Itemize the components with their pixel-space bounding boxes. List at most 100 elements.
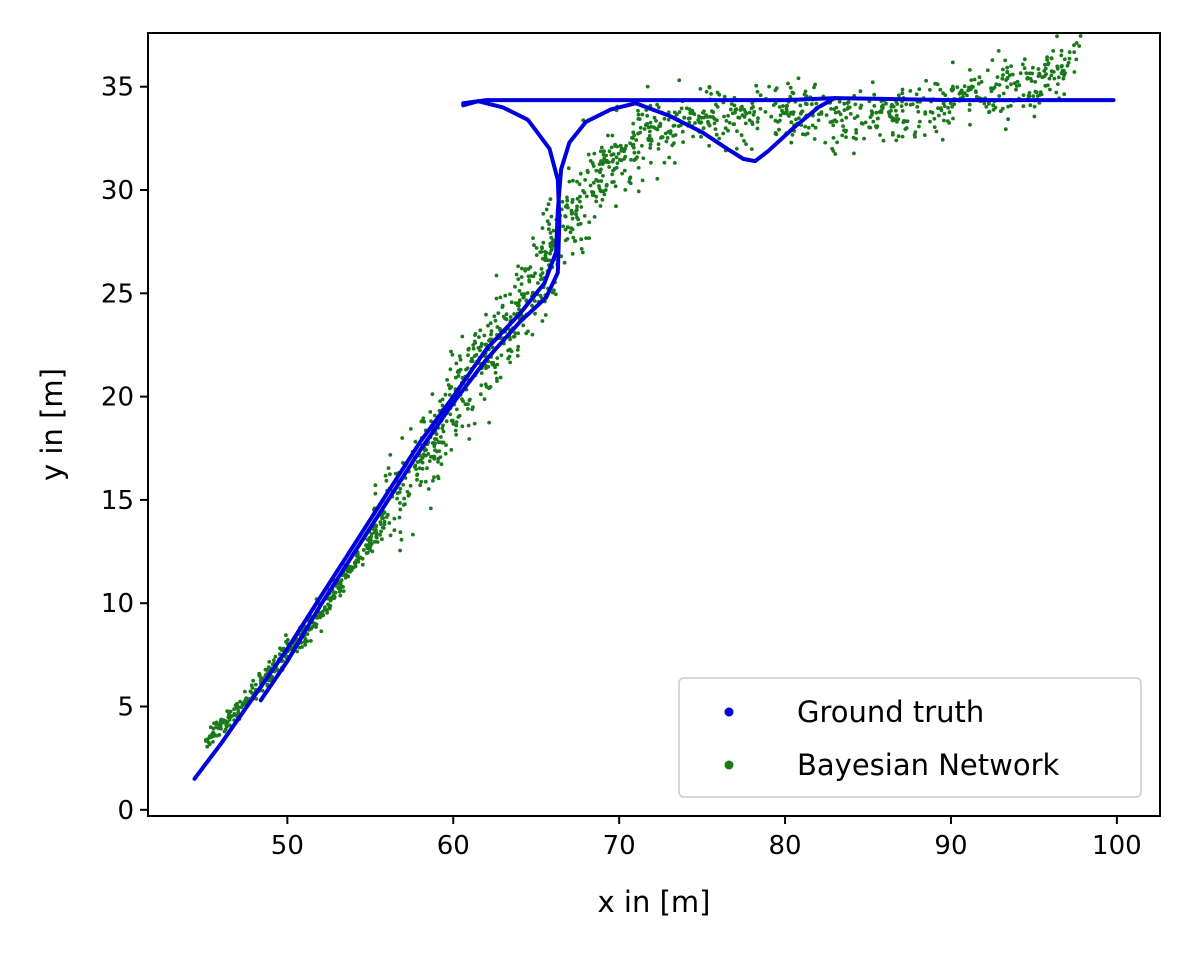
bayesian-network-point <box>238 699 243 704</box>
bayesian-network-point <box>1005 76 1010 81</box>
bayesian-network-point <box>527 279 532 284</box>
bayesian-network-point <box>530 303 534 308</box>
bayesian-network-point <box>600 197 605 202</box>
bayesian-network-point <box>863 120 868 125</box>
bayesian-network-point <box>570 197 575 202</box>
bayesian-network-point <box>1036 67 1041 71</box>
bayesian-network-point <box>398 548 402 553</box>
bayesian-network-point <box>212 721 216 726</box>
bayesian-network-point <box>813 125 818 130</box>
bayesian-network-point <box>974 94 979 99</box>
bayesian-network-point <box>386 512 390 517</box>
bayesian-network-point <box>656 147 661 151</box>
bayesian-network-point <box>515 348 520 352</box>
bayesian-network-point <box>785 111 789 116</box>
bayesian-network-point <box>665 136 670 140</box>
bayesian-network-point <box>579 237 584 242</box>
bayesian-network-point <box>498 326 502 331</box>
bayesian-network-point <box>236 708 241 713</box>
bayesian-network-point <box>636 165 641 170</box>
bayesian-network-point <box>257 672 262 676</box>
bayesian-network-point <box>916 109 921 114</box>
y-tick-label: 30 <box>101 176 134 206</box>
bayesian-network-point <box>823 140 828 145</box>
bayesian-network-point <box>638 125 643 130</box>
bayesian-network-point <box>649 124 653 129</box>
bayesian-network-point <box>1043 62 1047 67</box>
bayesian-network-point <box>565 203 569 208</box>
bayesian-network-point <box>526 274 531 279</box>
bayesian-network-point <box>380 537 384 542</box>
bayesian-network-point <box>337 585 341 590</box>
bayesian-network-point <box>1031 94 1036 98</box>
bayesian-network-point <box>1042 74 1047 79</box>
bayesian-network-point <box>534 246 539 250</box>
bayesian-network-point <box>610 133 615 138</box>
bayesian-network-point <box>1052 76 1057 81</box>
bayesian-network-point <box>1045 83 1050 88</box>
bayesian-network-point <box>862 136 866 141</box>
bayesian-network-point <box>1005 85 1010 89</box>
bayesian-network-point <box>834 105 839 110</box>
bayesian-network-point <box>858 106 863 110</box>
bayesian-network-point <box>878 133 882 137</box>
axes-frame <box>147 32 1161 817</box>
bayesian-network-point <box>613 184 618 189</box>
bayesian-network-point <box>417 466 422 470</box>
bayesian-network-point <box>253 682 258 687</box>
bayesian-network-point <box>951 87 956 92</box>
bayesian-network-point <box>831 136 836 140</box>
bayesian-network-point <box>472 354 477 358</box>
bayesian-network-point <box>767 84 771 89</box>
bayesian-network-point <box>1059 64 1064 69</box>
bayesian-network-point <box>453 375 458 380</box>
bayesian-network-point <box>423 453 428 458</box>
y-tick-label: 5 <box>117 693 134 723</box>
bayesian-network-point <box>619 146 624 151</box>
bayesian-network-point <box>598 188 603 193</box>
bayesian-network-point <box>450 418 455 423</box>
bayesian-network-point <box>507 354 512 359</box>
bayesian-network-point <box>1049 56 1054 60</box>
bayesian-network-point <box>819 110 824 114</box>
bayesian-network-point <box>375 540 380 544</box>
bayesian-network-point <box>508 337 512 342</box>
bayesian-network-point <box>969 78 974 82</box>
bayesian-network-point <box>959 88 964 93</box>
bayesian-network-point <box>784 107 789 111</box>
bayesian-network-point <box>454 420 459 424</box>
bayesian-network-point <box>705 115 710 119</box>
bayesian-network-point <box>852 151 856 156</box>
bayesian-network-point <box>743 121 748 126</box>
bayesian-network-point <box>360 562 365 567</box>
bayesian-network-point <box>517 307 521 312</box>
y-tick-label: 10 <box>101 589 134 619</box>
bayesian-network-point <box>896 93 901 98</box>
bayesian-network-point <box>701 110 705 115</box>
bayesian-network-point <box>365 543 370 547</box>
bayesian-network-point <box>784 104 789 109</box>
bayesian-network-point <box>1015 79 1020 84</box>
bayesian-network-point <box>467 437 472 441</box>
bayesian-network-point <box>1034 90 1039 95</box>
bayesian-network-point <box>749 106 754 111</box>
bayesian-network-point <box>495 356 500 360</box>
bayesian-network-point <box>1046 62 1050 67</box>
bayesian-network-point <box>751 112 756 117</box>
bayesian-network-point <box>369 538 373 543</box>
bayesian-network-point <box>549 235 554 240</box>
bayesian-network-point <box>970 84 974 89</box>
bayesian-network-point <box>470 407 475 412</box>
bayesian-network-point <box>427 459 432 463</box>
bayesian-network-point <box>1062 57 1067 62</box>
bayesian-network-point <box>578 199 582 204</box>
bayesian-network-point <box>648 142 653 147</box>
bayesian-network-point <box>493 370 498 375</box>
bayesian-network-point <box>399 537 404 542</box>
bayesian-network-point <box>773 88 778 93</box>
bayesian-network-point <box>616 151 621 156</box>
bayesian-network-point <box>576 222 581 227</box>
bayesian-network-point <box>273 654 278 659</box>
bayesian-network-point <box>614 165 619 170</box>
